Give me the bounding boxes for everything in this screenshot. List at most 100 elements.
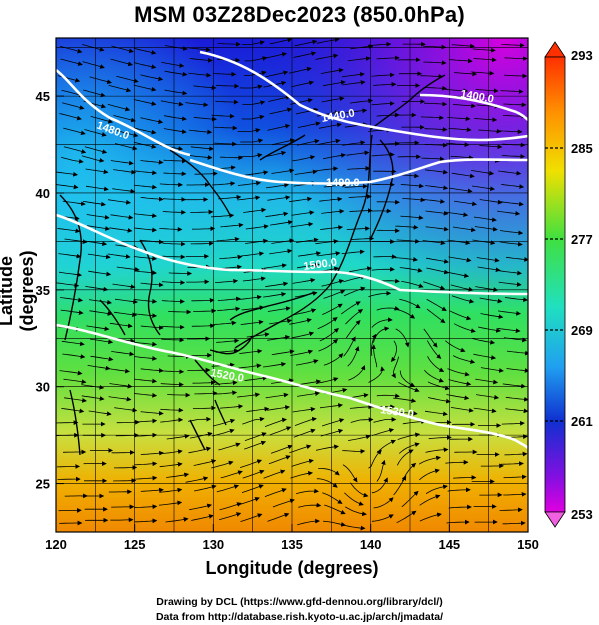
streamline xyxy=(114,465,138,470)
streamline xyxy=(504,56,528,61)
streamline xyxy=(189,155,213,160)
streamline xyxy=(194,390,218,396)
streamline xyxy=(242,100,266,106)
colorbar-tick-label: 277 xyxy=(571,232,593,247)
streamline xyxy=(271,168,295,174)
streamline xyxy=(393,397,417,403)
streamline xyxy=(56,464,81,469)
streamline xyxy=(239,152,263,158)
streamline xyxy=(140,368,164,373)
streamline xyxy=(188,416,212,422)
streamline xyxy=(160,382,184,387)
streamline xyxy=(264,52,287,59)
contour-1480 xyxy=(56,68,191,157)
streamline xyxy=(56,420,79,426)
streamline xyxy=(376,459,386,482)
streamline xyxy=(160,407,184,413)
streamline xyxy=(108,396,132,402)
streamline xyxy=(164,89,188,96)
streamline xyxy=(373,81,397,87)
streamline xyxy=(133,127,157,135)
credit-data: Data from http://database.rish.kyoto-u.a… xyxy=(155,611,444,623)
streamline xyxy=(317,138,341,145)
streamline xyxy=(499,507,523,513)
streamline xyxy=(185,476,209,483)
streamline xyxy=(267,123,291,131)
streamline xyxy=(342,524,366,531)
streamline xyxy=(85,286,109,292)
streamline xyxy=(391,340,397,363)
streamline xyxy=(162,254,186,260)
y-tick-label: 30 xyxy=(36,380,50,395)
streamline xyxy=(480,313,504,319)
streamline xyxy=(188,129,213,135)
streamline xyxy=(323,520,346,527)
streamline xyxy=(348,194,372,199)
streamline xyxy=(87,225,111,231)
streamline xyxy=(323,353,344,366)
streamline xyxy=(424,410,448,417)
streamline xyxy=(500,201,524,207)
streamline xyxy=(109,383,133,389)
streamline xyxy=(419,468,440,481)
streamline xyxy=(296,488,319,495)
streamline xyxy=(315,377,339,384)
streamline xyxy=(451,43,475,49)
streamline xyxy=(160,100,184,107)
streamline xyxy=(499,129,523,135)
streamline xyxy=(272,498,295,508)
streamline xyxy=(398,442,420,454)
streamline xyxy=(453,71,478,77)
streamline xyxy=(189,503,212,511)
streamline xyxy=(243,70,267,76)
streamline xyxy=(56,184,79,190)
triangle-up-icon xyxy=(544,41,566,58)
streamline xyxy=(245,224,269,230)
streamline xyxy=(291,458,314,467)
streamline xyxy=(268,455,291,465)
streamline xyxy=(419,512,442,522)
streamline xyxy=(376,305,400,311)
streamline xyxy=(497,310,521,316)
streamline xyxy=(63,127,86,136)
streamline xyxy=(452,103,476,109)
streamline xyxy=(159,487,183,493)
streamline xyxy=(373,497,394,509)
streamline xyxy=(140,239,164,245)
streamline xyxy=(108,84,132,93)
streamline xyxy=(425,484,448,494)
streamline xyxy=(426,299,447,312)
streamline xyxy=(213,141,237,147)
streamline xyxy=(315,53,339,60)
streamline xyxy=(425,185,449,191)
streamline xyxy=(133,213,157,219)
streamline xyxy=(452,355,476,364)
streamline xyxy=(163,158,187,164)
streamline xyxy=(371,266,395,272)
streamline xyxy=(220,222,244,228)
streamline xyxy=(504,451,528,457)
streamline xyxy=(475,88,499,94)
streamline xyxy=(342,448,366,454)
streamline xyxy=(245,170,269,176)
streamline xyxy=(267,512,290,522)
x-tick-label: 135 xyxy=(281,537,303,552)
streamline xyxy=(263,291,287,298)
streamline xyxy=(109,227,133,233)
streamline xyxy=(134,518,158,524)
streamline xyxy=(425,447,449,453)
streamline xyxy=(319,403,343,409)
streamline xyxy=(133,47,157,55)
streamline xyxy=(368,290,392,298)
streamline xyxy=(319,327,339,342)
streamline xyxy=(63,378,87,385)
streamline xyxy=(241,114,265,120)
streamline xyxy=(371,428,395,436)
contour-1490 xyxy=(189,158,528,185)
streamline xyxy=(244,375,268,381)
streamline xyxy=(84,146,108,154)
streamline xyxy=(239,348,263,354)
streamline xyxy=(191,323,215,329)
streamline xyxy=(295,237,319,243)
streamline xyxy=(447,239,471,246)
